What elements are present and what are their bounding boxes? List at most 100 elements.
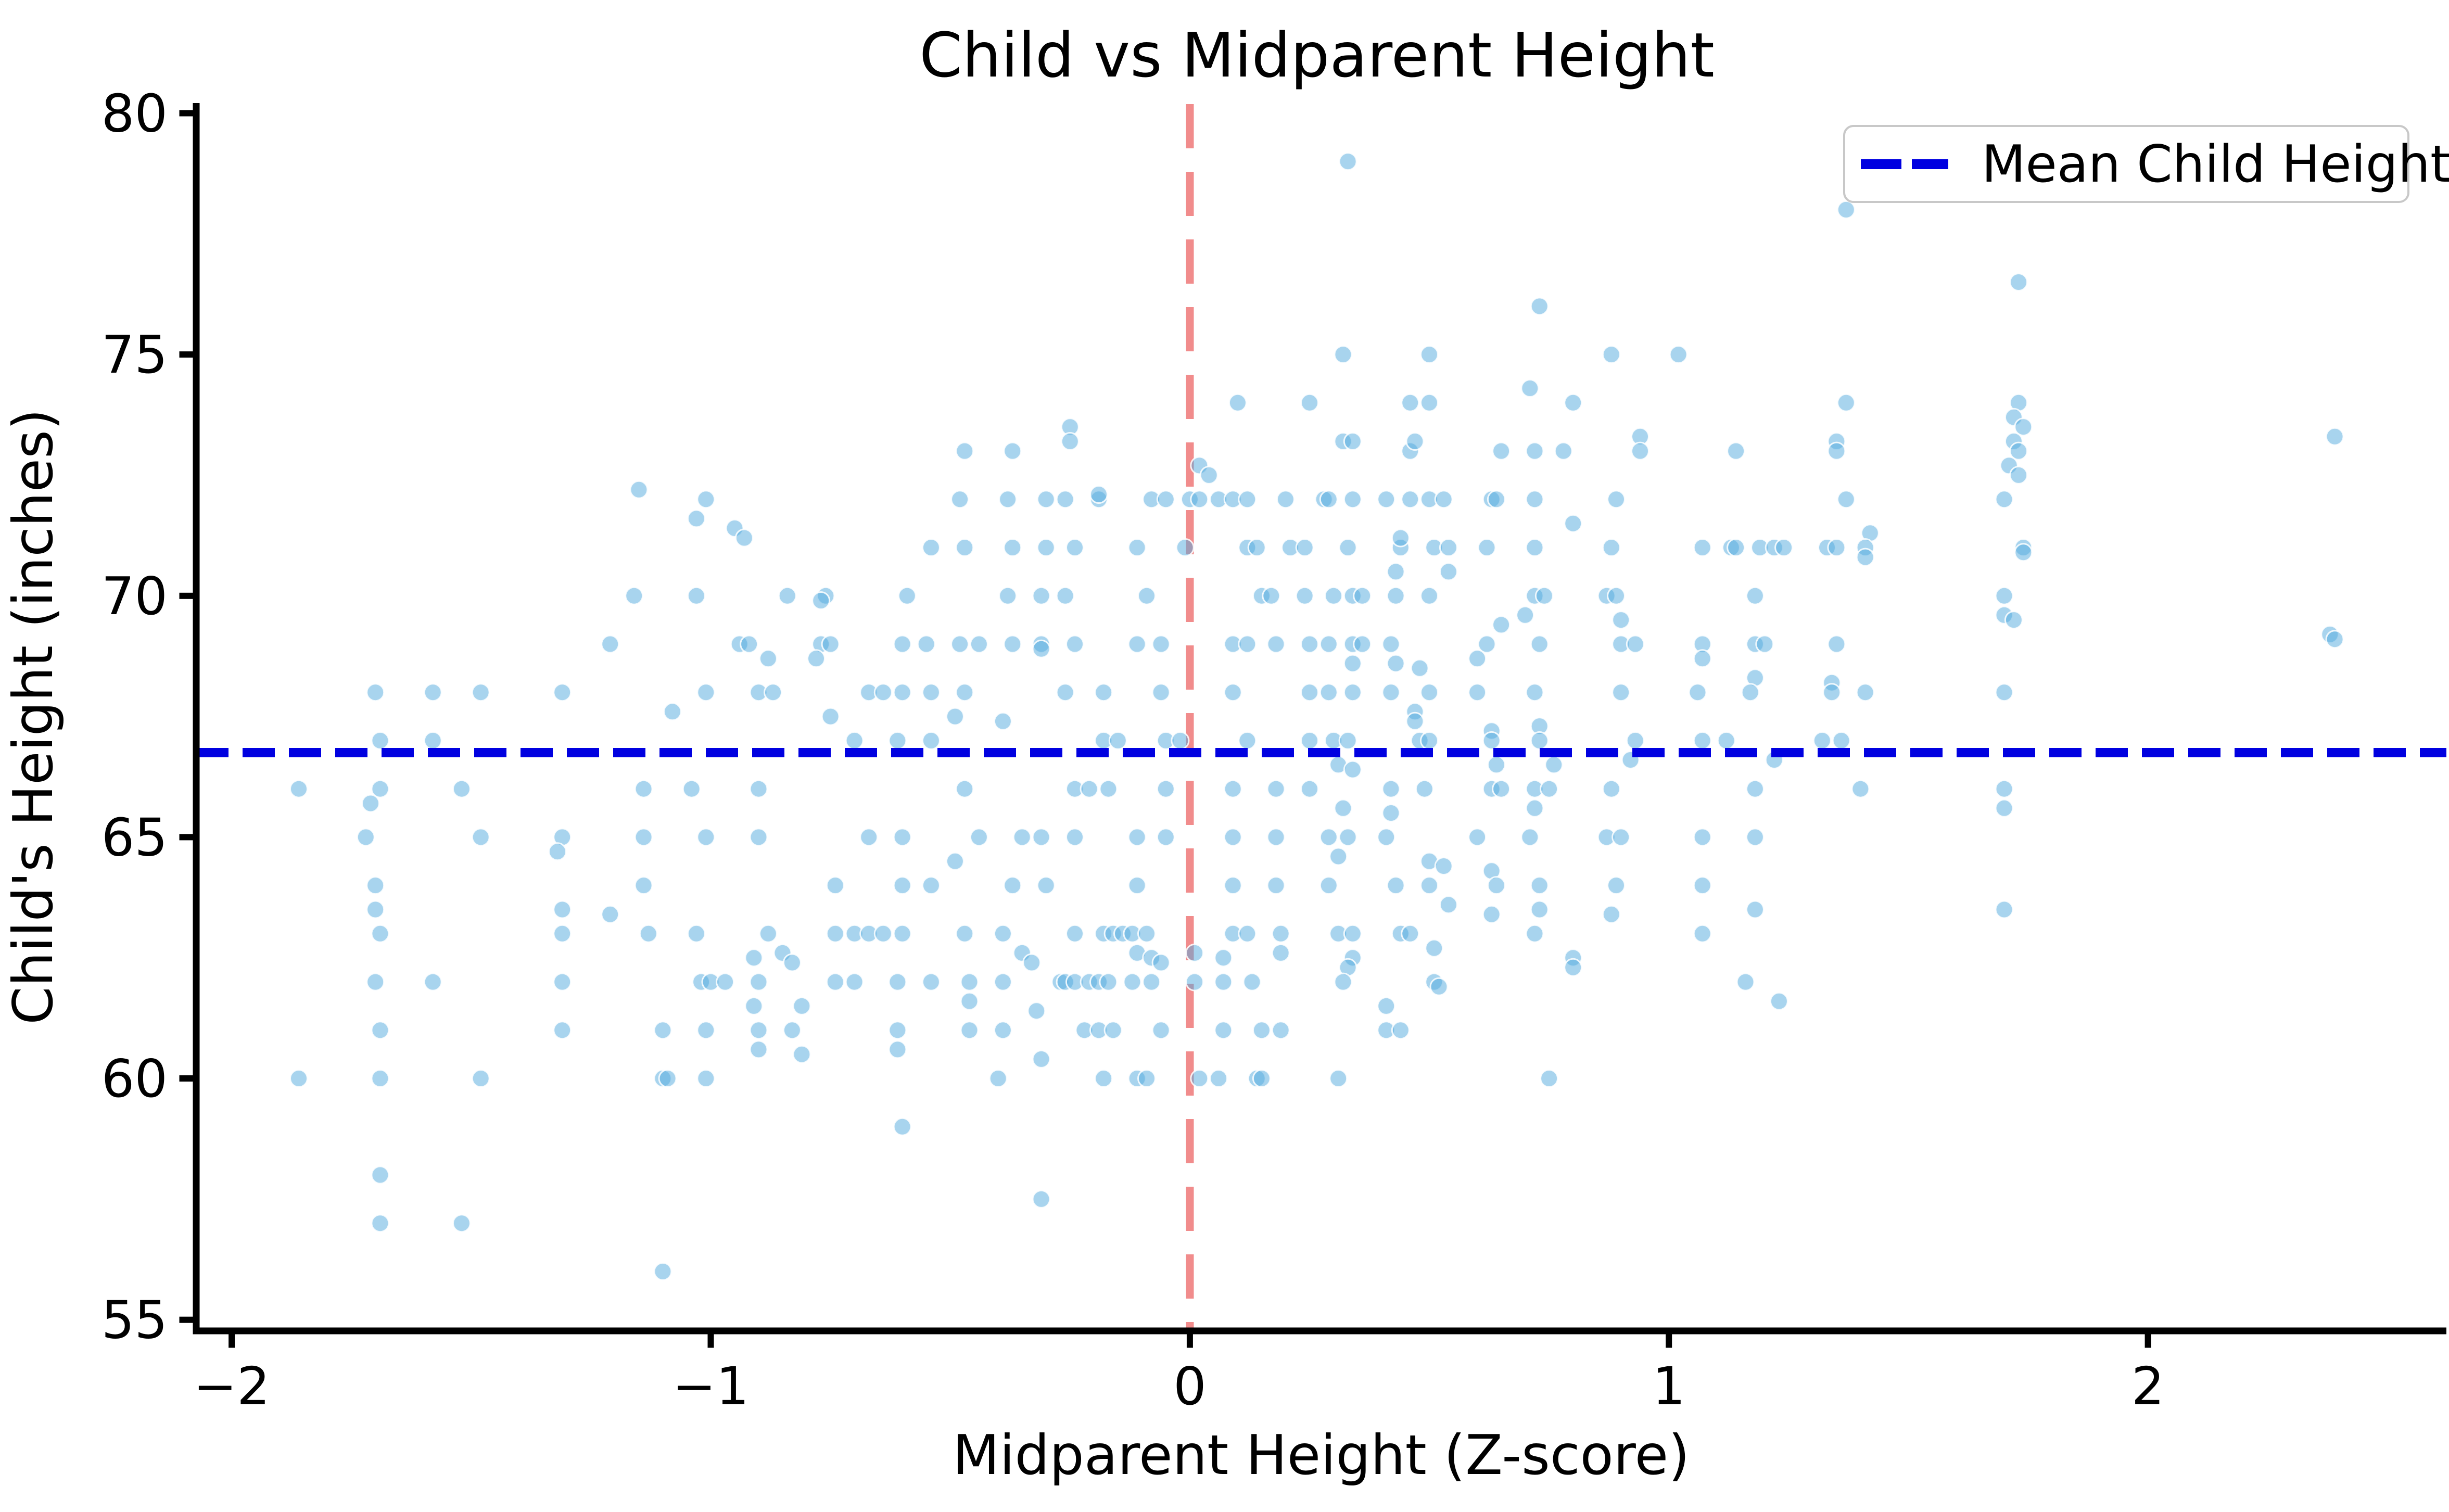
scatter-point [921, 972, 941, 992]
scatter-point [1156, 490, 1175, 509]
scatter-point [1836, 200, 1856, 219]
scatter-point [1338, 731, 1357, 750]
scatter-point [969, 634, 988, 654]
y-tick-label: 60 [101, 1048, 168, 1109]
scatter-point [1401, 924, 1420, 943]
scatter-point [1060, 432, 1080, 451]
scatter-point [2325, 427, 2344, 446]
scatter-point [1693, 876, 1712, 895]
scatter-point [893, 683, 912, 702]
scatter-point [1319, 876, 1338, 895]
scatter-point [821, 707, 840, 726]
scatter-point [653, 1262, 672, 1281]
x-tick-label: 1 [1652, 1356, 1685, 1417]
scatter-point [1477, 538, 1496, 557]
scatter-point [1151, 953, 1171, 972]
scatter-point [1032, 586, 1051, 605]
scatter-point [744, 996, 764, 1015]
scatter-point [1329, 847, 1348, 866]
scatter-point [1836, 393, 1856, 412]
scatter-point [993, 711, 1012, 731]
scatter-point [1693, 828, 1712, 847]
scatter-point [1300, 634, 1319, 654]
scatter-point [778, 586, 797, 605]
scatter-point [873, 683, 893, 702]
scatter-point [1343, 432, 1362, 451]
scatter-point [1626, 634, 1645, 654]
scatter-point [1065, 538, 1084, 557]
scatter-point [792, 996, 811, 1015]
scatter-point [1468, 683, 1487, 702]
scatter-point [960, 1021, 979, 1040]
scatter-point [1611, 683, 1631, 702]
scatter-point [1252, 1021, 1271, 1040]
scatter-point [1334, 798, 1353, 818]
scatter-point [993, 924, 1012, 943]
scatter-point [553, 900, 572, 919]
scatter-point [921, 683, 941, 702]
scatter-point [888, 972, 907, 992]
scatter-point [1525, 924, 1544, 943]
scatter-point [1516, 605, 1535, 625]
scatter-point [1266, 779, 1286, 798]
x-tick-label: −2 [193, 1356, 270, 1417]
scatter-point [471, 828, 490, 847]
scatter-point [792, 1045, 811, 1064]
scatter-point [366, 876, 385, 895]
scatter-point [289, 779, 308, 798]
scatter-point [1410, 658, 1429, 678]
scatter-point [1602, 538, 1621, 557]
scatter-point [1065, 828, 1084, 847]
scatter-point [1851, 779, 1870, 798]
scatter-point [371, 1069, 390, 1088]
x-axis-spine [193, 1327, 2446, 1335]
scatter-point [1425, 938, 1444, 958]
scatter-point [893, 876, 912, 895]
scatter-point [1530, 731, 1549, 750]
scatter-point [1171, 731, 1190, 750]
scatter-point [1482, 731, 1501, 750]
scatter-point [1693, 924, 1712, 943]
scatter-point [1611, 828, 1631, 847]
scatter-point [1525, 798, 1544, 818]
scatter-point [1525, 538, 1544, 557]
scatter-point [1420, 731, 1439, 750]
scatter-point [1036, 876, 1056, 895]
scatter-point [1123, 972, 1142, 992]
scatter-point [1262, 586, 1281, 605]
scatter-point [366, 683, 385, 702]
scatter-point [1525, 441, 1544, 461]
scatter-point [826, 876, 845, 895]
scatter-point [553, 683, 572, 702]
scatter-point [1520, 379, 1540, 398]
scatter-point [1080, 779, 1099, 798]
scatter-point [361, 794, 380, 813]
scatter-point [1300, 393, 1319, 412]
scatter-point [1214, 1021, 1233, 1040]
scatter-point [1602, 345, 1621, 364]
scatter-point [1736, 972, 1755, 992]
scatter-point [921, 731, 941, 750]
scatter-point [1353, 634, 1372, 654]
scatter-point [1381, 779, 1401, 798]
x-tick-label: 2 [2131, 1356, 2165, 1417]
scatter-point [289, 1069, 308, 1088]
scatter-point [1492, 441, 1511, 461]
scatter-point [1534, 586, 1554, 605]
x-tick-mark [1666, 1334, 1672, 1348]
scatter-point [682, 779, 701, 798]
scatter-point [687, 509, 706, 528]
scatter-point [1065, 924, 1084, 943]
scatter-point [1032, 1189, 1051, 1209]
scatter-point [1420, 586, 1439, 605]
scatter-point [1827, 634, 1846, 654]
scatter-point [371, 731, 390, 750]
scatter-point [1151, 1021, 1171, 1040]
scatter-point [371, 1165, 390, 1185]
scatter-point [1032, 828, 1051, 847]
scatter-point [921, 876, 941, 895]
scatter-point [639, 924, 658, 943]
scatter-point [1755, 634, 1774, 654]
scatter-point [1415, 779, 1434, 798]
scatter-point [1334, 345, 1353, 364]
